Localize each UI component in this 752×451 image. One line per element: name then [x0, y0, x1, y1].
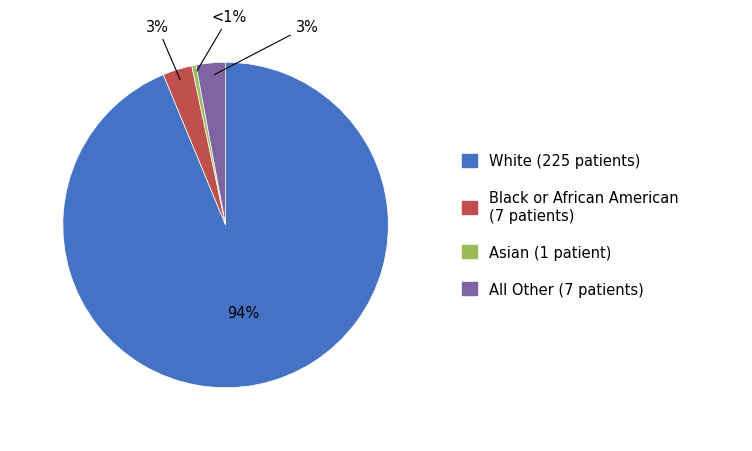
- Wedge shape: [163, 67, 226, 225]
- Wedge shape: [63, 63, 388, 388]
- Wedge shape: [196, 63, 226, 226]
- Text: 3%: 3%: [214, 20, 318, 75]
- Wedge shape: [192, 66, 226, 226]
- Text: 94%: 94%: [227, 306, 259, 321]
- Legend: White (225 patients), Black or African American
(7 patients), Asian (1 patient),: White (225 patients), Black or African A…: [456, 148, 684, 303]
- Text: 3%: 3%: [146, 20, 180, 80]
- Text: <1%: <1%: [197, 10, 247, 72]
